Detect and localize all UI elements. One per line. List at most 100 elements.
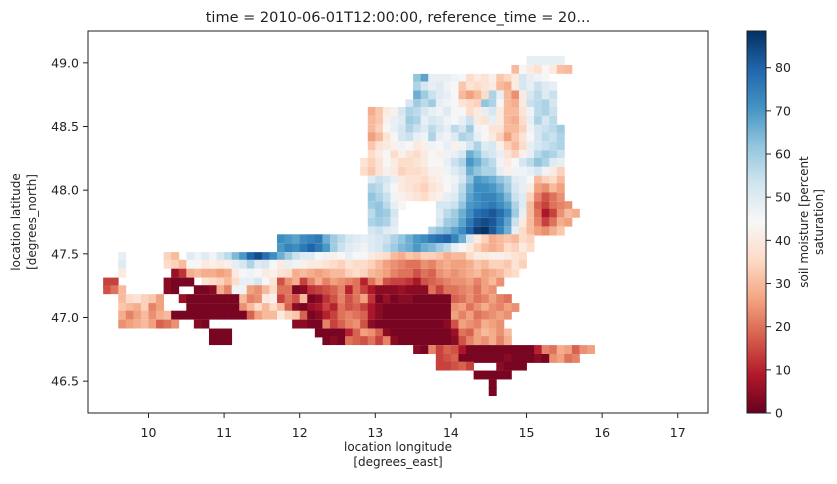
heatmap-cell [125, 310, 134, 320]
heatmap-cell [314, 303, 323, 312]
heatmap-cell [526, 64, 535, 74]
heatmap-cell [118, 259, 127, 269]
heatmap-cell [443, 192, 452, 202]
heatmap-cell [413, 192, 422, 202]
heatmap-cell [435, 354, 444, 363]
heatmap-cell [511, 226, 520, 236]
heatmap-cell [216, 252, 225, 262]
heatmap-cell [450, 252, 459, 262]
heatmap-cell [163, 277, 172, 287]
heatmap-cell [420, 277, 429, 287]
heatmap-cell [413, 157, 422, 167]
heatmap-cell [375, 319, 384, 329]
heatmap-cell [466, 132, 475, 142]
heatmap-cell [534, 175, 543, 185]
heatmap-cell [163, 252, 172, 262]
heatmap-cell [413, 106, 422, 116]
heatmap-cell [292, 252, 301, 262]
heatmap-cell [503, 132, 512, 142]
heatmap-cell [458, 268, 467, 278]
heatmap-cell [511, 141, 520, 151]
heatmap-cell [526, 175, 535, 185]
heatmap-cell [367, 294, 376, 304]
colorbar-tick-label: 50 [775, 190, 791, 205]
heatmap-cell [518, 64, 527, 74]
heatmap-cell [375, 243, 384, 253]
heatmap-cell [466, 268, 475, 278]
heatmap-cell [277, 259, 285, 269]
heatmap-cell [118, 319, 127, 329]
heatmap-cell [503, 294, 512, 304]
heatmap-cell [284, 285, 293, 295]
heatmap-cell [549, 99, 558, 109]
heatmap-cell [428, 345, 437, 354]
heatmap-cell [534, 150, 543, 160]
heatmap-cell [413, 268, 422, 278]
heatmap-cell [549, 175, 558, 185]
heatmap-cell [503, 328, 512, 338]
heatmap-cell [216, 294, 225, 304]
heatmap-cell [216, 328, 225, 338]
heatmap-cell [322, 252, 331, 262]
heatmap-cell [473, 99, 482, 109]
heatmap-cell [435, 175, 444, 185]
heatmap-cell [367, 150, 376, 160]
heatmap-cell [503, 208, 512, 218]
heatmap-cell [428, 328, 437, 338]
heatmap-cell [511, 106, 520, 116]
heatmap-cell [526, 157, 535, 167]
heatmap-cell [375, 183, 384, 193]
heatmap-cell [360, 328, 369, 338]
heatmap-cell [352, 252, 361, 262]
heatmap-cell [466, 166, 475, 176]
heatmap-cell [526, 217, 535, 227]
heatmap-cell [435, 294, 444, 304]
heatmap-cell [458, 124, 467, 134]
heatmap-cell [473, 175, 482, 185]
heatmap-cell [503, 252, 512, 262]
heatmap-cell [458, 319, 467, 329]
heatmap-cell [443, 166, 452, 176]
heatmap-cell [148, 310, 157, 320]
heatmap-cell [360, 157, 369, 167]
heatmap-cell [428, 115, 437, 125]
heatmap-cell [178, 294, 187, 304]
heatmap-cell [186, 294, 195, 304]
heatmap-cell [541, 208, 550, 218]
heatmap-cell [390, 115, 399, 125]
heatmap-cell [435, 183, 444, 193]
heatmap-cell [488, 319, 497, 329]
heatmap-cell [534, 81, 543, 91]
heatmap-cell [496, 217, 505, 227]
heatmap-cell [398, 294, 406, 304]
heatmap-cell [534, 64, 543, 74]
heatmap-cell [367, 243, 376, 253]
heatmap-cell [405, 252, 414, 262]
heatmap-cell [473, 166, 482, 176]
heatmap-cell [481, 370, 490, 380]
heatmap-cell [481, 217, 490, 227]
heatmap-cell [526, 166, 535, 176]
heatmap-cell [458, 150, 467, 160]
heatmap-cell [398, 166, 406, 176]
heatmap-cell [534, 73, 543, 83]
heatmap-cell [337, 336, 346, 346]
heatmap-cell [458, 157, 467, 167]
heatmap-cell [556, 226, 565, 236]
heatmap-cell [329, 252, 338, 262]
heatmap-cell [534, 183, 543, 193]
heatmap-cell [367, 336, 376, 346]
heatmap-cell [496, 175, 505, 185]
heatmap-cell [398, 132, 406, 142]
heatmap-cell [458, 175, 467, 185]
heatmap-cell [518, 115, 527, 125]
heatmap-cell [466, 157, 475, 167]
heatmap-cell [534, 106, 543, 116]
heatmap-cell [488, 243, 497, 253]
heatmap-cell [216, 310, 225, 320]
heatmap-cell [420, 183, 429, 193]
heatmap-cell [496, 354, 505, 363]
heatmap-cell [208, 328, 217, 338]
heatmap-cell [382, 208, 391, 218]
heatmap-cell [413, 345, 422, 354]
